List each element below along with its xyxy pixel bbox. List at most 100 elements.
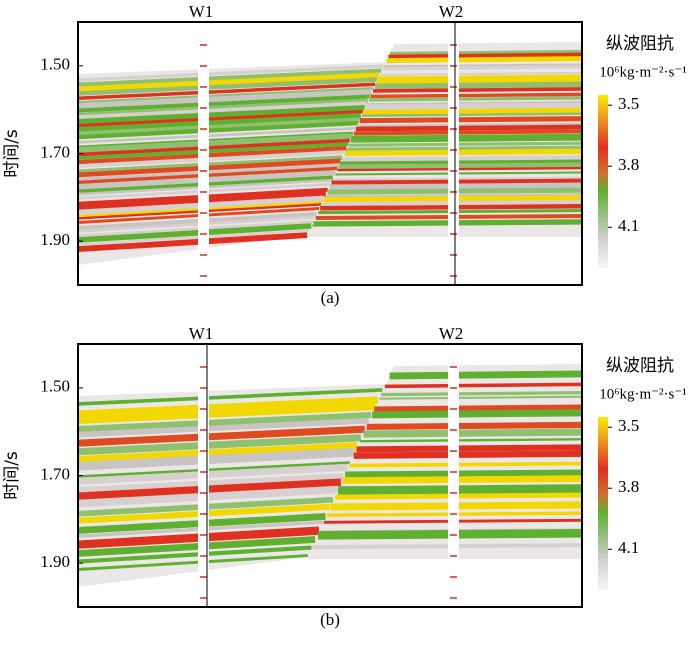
- log-mark: [200, 513, 207, 515]
- colorbar-tick-label: 3.8: [618, 477, 639, 496]
- left-layer: [78, 104, 365, 125]
- y-tick-label: 1.70: [40, 464, 70, 483]
- y-axis-label: 时间/s: [2, 129, 22, 178]
- log-mark: [450, 576, 457, 578]
- left-layer: [78, 155, 343, 174]
- left-layer: [78, 461, 350, 478]
- left-layer: [78, 138, 350, 157]
- left-layer: [78, 89, 372, 109]
- right-layer: [378, 74, 582, 83]
- left-layer: [78, 220, 314, 237]
- log-mark: [450, 513, 457, 515]
- colorbar-tick-label: 3.8: [618, 155, 639, 174]
- well-log: [448, 40, 459, 273]
- left-layer: [78, 72, 380, 92]
- panel: W1 W2 1.50 1.70 1.90 时间/s (a) 纵波阻抗 10⁶kg·m⁻²·s⁻¹…: [2, 2, 687, 307]
- log-mark: [200, 44, 207, 46]
- log-mark: [450, 44, 457, 46]
- caption: (b): [320, 610, 340, 629]
- right-layer: [338, 484, 582, 495]
- left-layer: [78, 232, 308, 253]
- log-mark: [200, 86, 207, 88]
- y-tick-label: 1.90: [40, 230, 70, 249]
- y-tick-label: 1.70: [40, 142, 70, 161]
- left-layer: [78, 554, 309, 571]
- left-layer: [78, 412, 372, 433]
- right-layer: [389, 370, 582, 380]
- right-layer: [360, 438, 582, 443]
- left-layer: [78, 442, 358, 465]
- right-layer: [359, 116, 582, 124]
- right-layer: [372, 409, 582, 419]
- right-layer: [353, 450, 582, 459]
- y-axis-label: 时间/s: [2, 451, 22, 500]
- log-mark: [200, 408, 207, 410]
- well-name: W2: [439, 2, 464, 21]
- left-layer: [78, 425, 365, 447]
- right-layer: [312, 543, 582, 550]
- panel: W1 W2 1.50 1.70 1.90 时间/s (b) 纵波阻抗 10⁶kg·m⁻²·s⁻¹…: [2, 324, 687, 629]
- well-log: [198, 362, 209, 595]
- log-mark: [450, 170, 457, 172]
- left-layer: [78, 401, 376, 424]
- left-layer: [78, 77, 378, 96]
- log-mark: [450, 450, 457, 452]
- log-mark: [450, 191, 457, 193]
- right-layer: [361, 112, 582, 117]
- right-layer: [386, 56, 582, 63]
- log-mark: [200, 555, 207, 557]
- colorbar-tick-label: 4.1: [618, 216, 639, 235]
- well-name: W2: [439, 324, 464, 343]
- right-layer: [384, 382, 582, 389]
- log-mark: [200, 128, 207, 130]
- log-mark: [450, 149, 457, 151]
- left-layer: [78, 536, 316, 557]
- well-name: W1: [189, 2, 214, 21]
- log-mark: [200, 492, 207, 494]
- log-mark: [450, 471, 457, 473]
- log-mark: [450, 212, 457, 214]
- log-mark: [450, 86, 457, 88]
- colorbar-tick-label: 3.5: [618, 416, 639, 435]
- log-mark: [450, 597, 457, 599]
- right-layer: [365, 102, 582, 111]
- left-layer: [78, 142, 349, 160]
- caption: (a): [321, 288, 340, 307]
- well-log: [448, 362, 459, 595]
- left-layer: [78, 68, 382, 87]
- log-mark: [200, 366, 207, 368]
- log-mark: [450, 107, 457, 109]
- right-layer: [379, 395, 582, 400]
- log-mark: [450, 534, 457, 536]
- log-mark: [450, 65, 457, 67]
- left-layer: [78, 82, 376, 101]
- right-layer: [383, 63, 582, 68]
- left-layer: [78, 121, 358, 140]
- left-layer: [78, 113, 361, 133]
- y-tick-label: 1.50: [40, 55, 70, 74]
- left-layer: [78, 150, 345, 168]
- colorbar: [598, 95, 608, 268]
- right-layer: [381, 391, 582, 397]
- right-layer: [350, 136, 582, 143]
- left-layer: [78, 396, 379, 418]
- log-mark: [200, 107, 207, 109]
- left-layer: [78, 447, 355, 471]
- right-layer: [342, 475, 582, 484]
- left-layer: [78, 117, 360, 138]
- right-layer: [382, 65, 582, 71]
- left-layer: [78, 223, 312, 243]
- left-layer: [78, 229, 310, 246]
- right-layer: [345, 469, 582, 479]
- left-layer: [78, 478, 342, 501]
- right-layer: [389, 49, 582, 55]
- right-layer: [340, 159, 582, 167]
- right-layer: [388, 52, 582, 59]
- log-mark: [200, 387, 207, 389]
- right-layer: [338, 162, 582, 171]
- log-mark: [200, 471, 207, 473]
- right-layer: [349, 461, 582, 468]
- section-body: [78, 40, 582, 277]
- well-log: [198, 40, 209, 273]
